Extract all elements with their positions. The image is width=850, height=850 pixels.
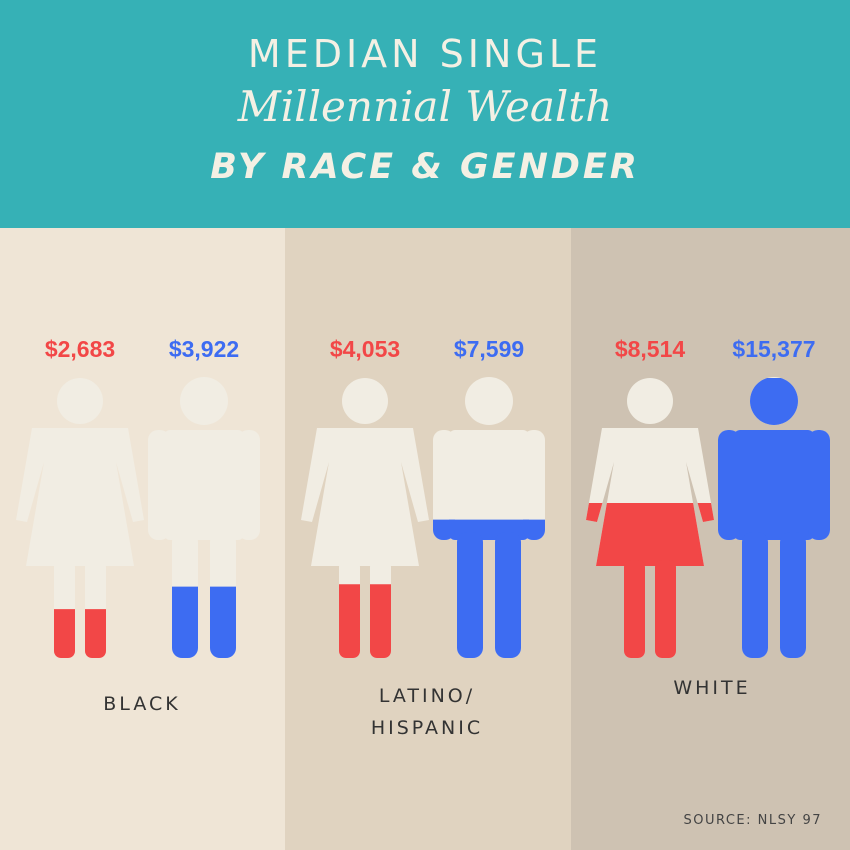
male-wealth-fill-0 bbox=[172, 586, 236, 658]
title-line-1: MEDIAN SINGLE bbox=[247, 32, 603, 76]
source-note: SOURCE: NLSY 97 bbox=[683, 813, 822, 828]
category-label-1: HISPANIC bbox=[371, 717, 483, 739]
male-figure-1 bbox=[433, 377, 545, 658]
female-figure-1 bbox=[301, 378, 429, 658]
female-figure-0 bbox=[16, 378, 144, 658]
male-figure-0 bbox=[148, 377, 260, 658]
female-wealth-fill-1 bbox=[339, 584, 391, 658]
category-label-1: LATINO/ bbox=[379, 685, 475, 707]
male-wealth-fill-1 bbox=[433, 519, 545, 658]
title-line-3: BY RACE & GENDER bbox=[210, 147, 640, 187]
male-value-label-2: $15,377 bbox=[732, 336, 815, 362]
male-value-label-1: $7,599 bbox=[454, 336, 524, 362]
title-line-2: Millennial Wealth bbox=[237, 82, 613, 131]
category-label-2: WHITE bbox=[673, 677, 750, 699]
female-value-label-1: $4,053 bbox=[330, 336, 400, 362]
female-value-label-0: $2,683 bbox=[45, 336, 115, 362]
category-label-0: BLACK bbox=[103, 693, 180, 715]
male-value-label-0: $3,922 bbox=[169, 336, 239, 362]
male-wealth-fill-2 bbox=[718, 378, 830, 658]
female-wealth-fill-0 bbox=[54, 609, 106, 658]
female-wealth-fill-2 bbox=[586, 502, 714, 658]
female-value-label-2: $8,514 bbox=[615, 336, 686, 362]
header-banner: MEDIAN SINGLE Millennial Wealth BY RACE … bbox=[0, 0, 850, 228]
